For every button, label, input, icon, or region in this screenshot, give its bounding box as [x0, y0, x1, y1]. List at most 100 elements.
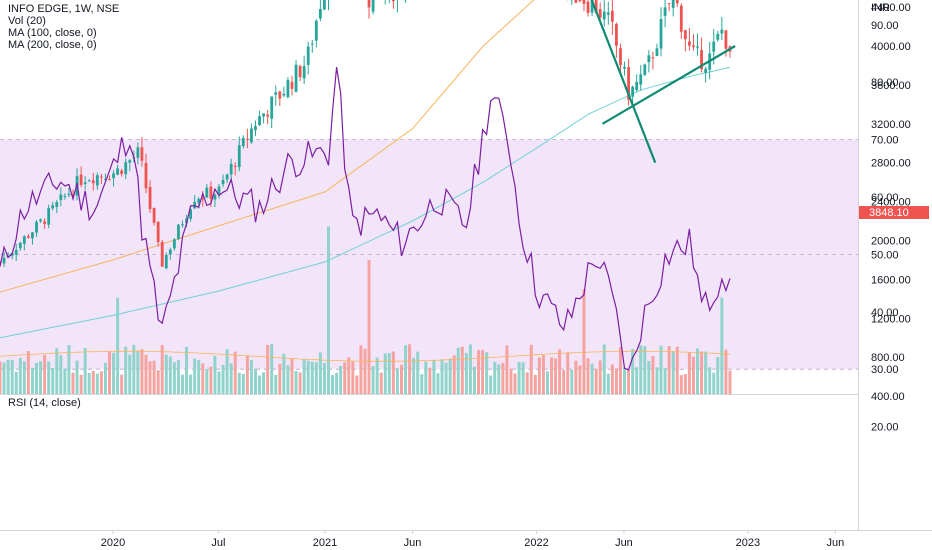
volume-bar [197, 359, 201, 394]
volume-bar [363, 348, 367, 394]
trendline[interactable] [601, 45, 736, 125]
candle-body [55, 202, 59, 207]
currency-label: INR [871, 2, 890, 14]
candle-body [290, 81, 294, 89]
rsi-legend[interactable]: RSI (14, close) [8, 397, 81, 409]
ma100-line [0, 0, 535, 293]
time-tick-label: Jul [211, 537, 225, 549]
volume-bar [39, 361, 43, 394]
candle-body [43, 221, 47, 224]
volume-bar [168, 356, 172, 394]
volume-bar [554, 358, 558, 394]
candle-body [59, 194, 63, 201]
price-axis[interactable]: 8000.007600.007200.006800.006400.006000.… [871, 0, 911, 403]
symbol-title[interactable]: INFO EDGE, 1W, NSE [8, 3, 120, 15]
volume-bar [655, 367, 659, 394]
volume-legend[interactable]: Vol (20) [8, 15, 46, 27]
trendline[interactable] [456, 0, 657, 164]
candle-body [2, 257, 6, 264]
volume-bar [262, 372, 266, 394]
rsi-tick-label: 60.00 [871, 192, 899, 204]
volume-bar [602, 344, 606, 394]
volume-bar [128, 354, 132, 394]
volume-bar [274, 374, 278, 394]
candle-body [87, 180, 91, 182]
candle-body [655, 48, 659, 57]
volume-group [0, 226, 732, 394]
candle-body [156, 222, 160, 243]
volume-bar [43, 354, 47, 394]
volume-bar [541, 355, 545, 394]
volume-bar [424, 361, 428, 394]
price-tick-label: 3200.00 [871, 119, 911, 131]
volume-bar [148, 361, 152, 394]
volume-bar [643, 346, 647, 394]
volume-bar [245, 356, 249, 394]
volume-bar [647, 360, 651, 394]
candle-body [120, 170, 124, 174]
candle-body [79, 174, 83, 185]
volume-bar [416, 351, 420, 394]
volume-bar [606, 373, 610, 394]
volume-bar [493, 361, 497, 394]
candle-body [177, 224, 180, 240]
candle-body [606, 12, 610, 15]
volume-bar [99, 371, 103, 394]
ma200-legend[interactable]: MA (200, close, 0) [8, 39, 97, 51]
time-tick-label: 2023 [736, 537, 760, 549]
volume-bar [448, 358, 452, 394]
volume-bar [639, 345, 643, 394]
candle-body [716, 33, 720, 40]
candle-body [185, 218, 188, 224]
price-tick-label: 1600.00 [871, 274, 911, 286]
time-tick-label: 2020 [101, 537, 125, 549]
price-tick-label: 800.00 [871, 352, 905, 364]
ma100-legend[interactable]: MA (100, close, 0) [8, 27, 97, 39]
volume-bar [452, 355, 456, 394]
volume-bar [428, 367, 432, 394]
candle-body [205, 187, 209, 198]
volume-bar [412, 357, 416, 394]
volume-bar [351, 361, 355, 394]
volume-bar [623, 367, 627, 394]
volume-bar [249, 360, 253, 394]
candle-body [258, 116, 261, 126]
volume-bar [614, 368, 618, 394]
volume-bar [627, 369, 631, 394]
candle-body [116, 168, 120, 175]
volume-bar [700, 351, 704, 394]
rsi-axis[interactable]: 90.00 80.00 70.00 60.00 50.00 40.00 30.00 20.00 [871, 20, 899, 434]
volume-bar [578, 365, 582, 394]
candle-body [266, 114, 270, 117]
candle-body [720, 29, 724, 34]
volume-bar [22, 361, 26, 394]
time-axis[interactable]: 2020 Jul 2021 Jun 2022 Jun 2023 Jun [101, 530, 845, 549]
volume-bar [420, 374, 424, 394]
volume-bar [383, 353, 387, 394]
rsi-tick-label: 80.00 [871, 77, 899, 89]
volume-bar [286, 365, 290, 394]
candle-body [262, 113, 265, 117]
time-tick-label: Jun [615, 537, 633, 549]
volume-bar [83, 347, 87, 394]
candle-body [189, 209, 193, 219]
candle-body [306, 46, 310, 65]
candle-body [128, 160, 132, 163]
candle-body [47, 208, 51, 225]
volume-bar [160, 345, 164, 394]
rsi-band-group [0, 139, 858, 370]
volume-bar [209, 366, 213, 394]
volume-bar [322, 362, 326, 394]
volume-bar [485, 352, 489, 394]
volume-bar [598, 360, 602, 394]
candles-group [0, 0, 732, 270]
volume-bar [79, 374, 83, 394]
chart-legend: INFO EDGE, 1W, NSE Vol (20) MA (100, clo… [8, 3, 119, 51]
candle-body [229, 163, 233, 175]
candle-body [22, 236, 26, 244]
time-tick-label: Jun [827, 537, 845, 549]
volume-bar [63, 368, 67, 394]
candle-body [237, 145, 241, 168]
candle-body [31, 232, 34, 239]
